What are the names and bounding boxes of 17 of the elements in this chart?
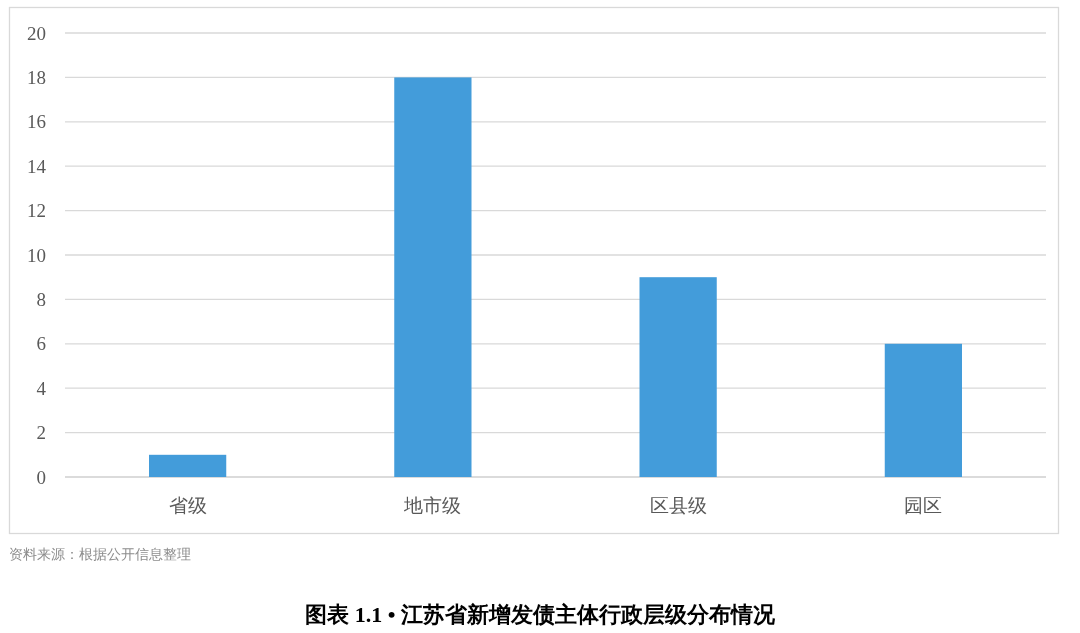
y-tick-label: 18 — [27, 66, 46, 88]
title: 图表 1.1 • 江苏省新增发债主体行政层级分布情况 — [305, 602, 775, 627]
y-tick-label: 4 — [36, 377, 46, 399]
y-tick-label: 14 — [27, 155, 46, 177]
x-tick-label: 省级 — [168, 495, 207, 516]
y-tick-label: 16 — [27, 111, 46, 133]
x-tick-label: 地市级 — [404, 495, 462, 516]
x-tick-label: 区县级 — [649, 495, 707, 516]
x-tick-label: 园区 — [904, 495, 943, 516]
y-tick-label: 6 — [36, 333, 46, 355]
y-tick-label: 0 — [36, 466, 46, 488]
y-tick-label: 20 — [27, 22, 46, 44]
y-tick-label: 8 — [36, 288, 46, 310]
y-tick-label: 10 — [27, 244, 46, 266]
annotation: 资料来源：根据公开信息整理 — [9, 547, 191, 562]
y-tick-label: 12 — [27, 200, 46, 222]
y-tick-label: 2 — [36, 422, 46, 444]
